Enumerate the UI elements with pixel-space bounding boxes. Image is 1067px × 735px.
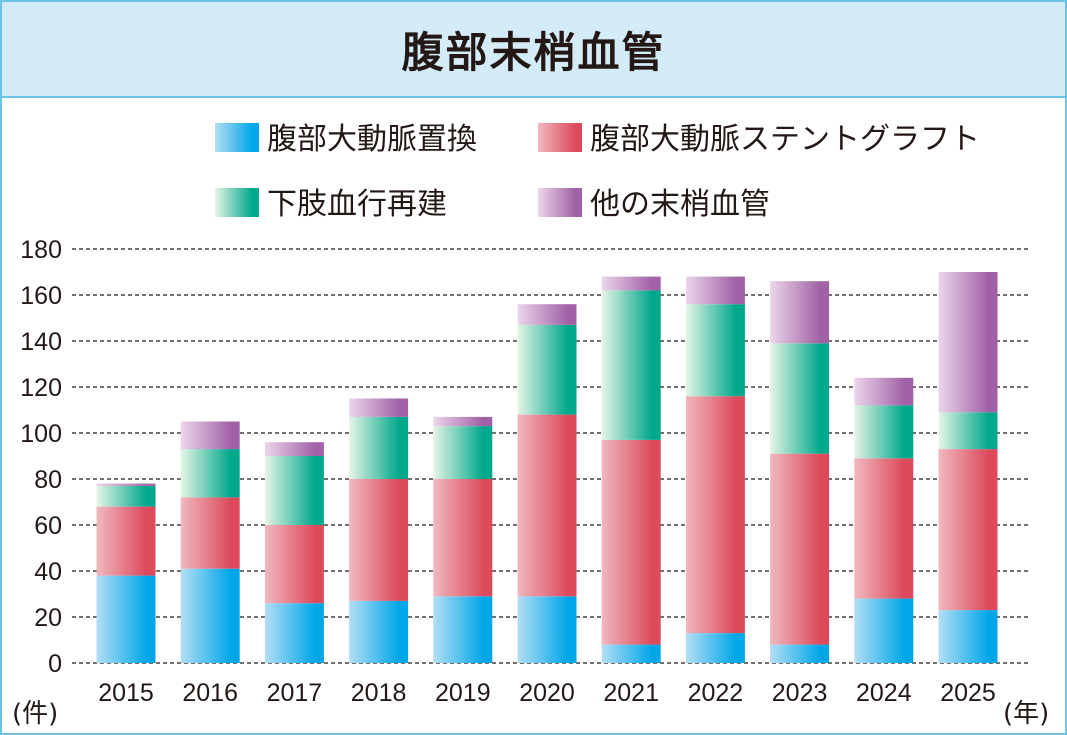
y-tick-label: 100 bbox=[20, 420, 62, 448]
bar-segment bbox=[601, 439, 661, 645]
x-tick-label: 2015 bbox=[98, 679, 154, 707]
bar-segment bbox=[264, 442, 324, 456]
bar-segment bbox=[854, 458, 914, 599]
bar-segment bbox=[854, 377, 914, 406]
bar-segment bbox=[180, 497, 240, 569]
y-tick-label: 40 bbox=[34, 558, 62, 586]
bar-segment bbox=[349, 479, 409, 601]
bar-segment bbox=[180, 568, 240, 663]
x-axis-ticks: 2015 2016 2017 2018 2019 2020 2021 2022 2023 2024… bbox=[98, 679, 996, 707]
bar-segment bbox=[180, 421, 240, 450]
bar-segment bbox=[96, 575, 156, 663]
y-axis-unit-label: (件) bbox=[12, 699, 58, 729]
bar-segment bbox=[96, 483, 156, 486]
x-tick-label: 2025 bbox=[940, 679, 996, 707]
x-tick-label: 2024 bbox=[856, 679, 912, 707]
bar-segment bbox=[938, 272, 998, 413]
x-axis-unit-label: (年) bbox=[1003, 699, 1049, 729]
y-tick-label: 120 bbox=[20, 374, 62, 402]
bar-segment bbox=[264, 603, 324, 663]
bar-segment bbox=[433, 426, 493, 479]
bar-segment bbox=[601, 290, 661, 440]
bar-segment bbox=[685, 276, 745, 305]
bar-segment bbox=[685, 304, 745, 397]
x-tick-label: 2021 bbox=[603, 679, 659, 707]
y-tick-label: 180 bbox=[20, 236, 62, 264]
bar-segment bbox=[264, 456, 324, 525]
bar-segment bbox=[770, 281, 830, 344]
bar-segment bbox=[938, 449, 998, 611]
bar-segment bbox=[264, 525, 324, 604]
bar-segment bbox=[854, 405, 914, 459]
legend-swatch bbox=[215, 188, 259, 217]
legend-swatch bbox=[538, 123, 582, 152]
bar-segment bbox=[433, 416, 493, 427]
x-tick-label: 2023 bbox=[772, 679, 828, 707]
x-tick-label: 2020 bbox=[519, 679, 575, 707]
y-axis-ticks: 0 20 40 60 80 100 120 140 160 180 bbox=[20, 236, 62, 678]
bar-segment bbox=[180, 449, 240, 498]
y-tick-label: 80 bbox=[34, 466, 62, 494]
bar-segment bbox=[770, 343, 830, 454]
bar-segment bbox=[433, 479, 493, 597]
bar-segment bbox=[601, 644, 661, 663]
bar-segment bbox=[770, 453, 830, 645]
x-tick-label: 2022 bbox=[688, 679, 744, 707]
x-tick-label: 2019 bbox=[435, 679, 491, 707]
bar-segment bbox=[517, 324, 577, 415]
legend-label: 下肢血行再建 bbox=[267, 187, 447, 222]
bar-segment bbox=[601, 276, 661, 291]
legend-label: 腹部大動脈置換 bbox=[267, 122, 477, 157]
bar-segment bbox=[517, 596, 577, 663]
bar-segment bbox=[96, 485, 156, 507]
bar-segment bbox=[854, 598, 914, 663]
chart-header: 腹部末梢血管 bbox=[2, 2, 1065, 98]
bar-segment bbox=[517, 414, 577, 597]
legend-label: 腹部大動脈ステントグラフト bbox=[590, 122, 980, 157]
bar-segment bbox=[685, 396, 745, 634]
bar-segment bbox=[349, 416, 409, 479]
bar-segment bbox=[770, 644, 830, 663]
x-tick-label: 2016 bbox=[182, 679, 238, 707]
bar-segment bbox=[517, 304, 577, 325]
y-tick-label: 20 bbox=[34, 604, 62, 632]
legend-label: 他の末梢血管 bbox=[590, 187, 770, 222]
bar-segment bbox=[433, 596, 493, 663]
bar-segment bbox=[938, 412, 998, 450]
y-tick-label: 0 bbox=[48, 650, 62, 678]
chart-title: 腹部末梢血管 bbox=[401, 27, 666, 77]
y-tick-label: 60 bbox=[34, 512, 62, 540]
y-tick-label: 140 bbox=[20, 328, 62, 356]
legend-swatch bbox=[215, 123, 259, 152]
bar-segment bbox=[685, 633, 745, 663]
bar-segment bbox=[938, 610, 998, 663]
bar-segment bbox=[349, 600, 409, 663]
bars bbox=[96, 272, 998, 663]
y-tick-label: 160 bbox=[20, 282, 62, 310]
x-tick-label: 2018 bbox=[351, 679, 407, 707]
bar-segment bbox=[349, 398, 409, 417]
x-tick-label: 2017 bbox=[267, 679, 323, 707]
bar-segment bbox=[96, 506, 156, 576]
legend-swatch bbox=[538, 188, 582, 217]
